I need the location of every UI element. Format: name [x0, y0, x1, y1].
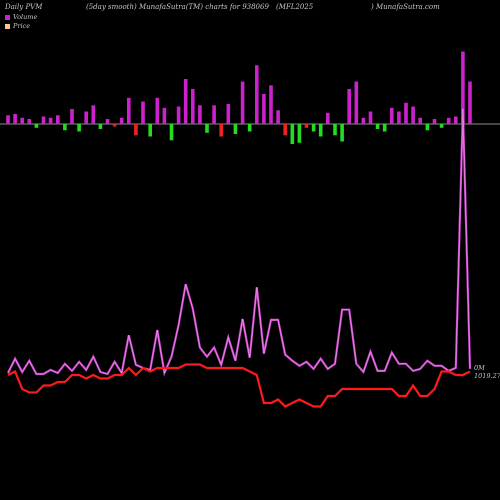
legend-volume-label: Volume: [13, 13, 38, 21]
header-symbol: (MFL2025: [276, 3, 314, 11]
volume-bar: [41, 116, 46, 124]
volume-bar: [333, 124, 337, 136]
volume-bar: [226, 104, 231, 124]
volume-bar: [255, 65, 259, 125]
volume-bar: [56, 115, 60, 125]
volume-bar: [269, 85, 273, 125]
price-swatch-icon: [5, 23, 10, 29]
volume-bar: [112, 124, 117, 127]
volume-bar: [290, 124, 295, 144]
volume-bar: [297, 124, 302, 143]
volume-bar: [77, 124, 81, 132]
volume-bar: [276, 110, 280, 125]
volume-bar: [382, 124, 387, 132]
volume-bar: [191, 89, 195, 124]
volume-bar: [283, 124, 287, 136]
volume-bar: [169, 124, 174, 141]
volume-swatch-icon: [5, 14, 10, 20]
volume-bar: [262, 94, 266, 124]
volume-bar: [48, 117, 53, 125]
header-site: ) MunafaSutra.com: [371, 3, 440, 11]
volume-bar: [411, 106, 415, 124]
volume-bar: [63, 124, 67, 131]
volume-bar: [347, 89, 351, 124]
legend-volume: Volume: [5, 13, 37, 21]
legend-price-label: Price: [13, 22, 31, 30]
volume-bar: [176, 106, 181, 124]
volume-bar: [219, 124, 223, 137]
volume-bar: [134, 124, 138, 136]
last-price-label: 1019.27: [474, 372, 500, 380]
volume-bar: [461, 51, 465, 124]
volume-bar: [418, 117, 422, 125]
volume-bar: [439, 124, 444, 128]
volume-bar: [155, 97, 160, 125]
volume-bar: [247, 124, 252, 132]
volume-bar: [212, 105, 216, 125]
header-title: Daily PVM: [5, 3, 43, 11]
volume-bar: [205, 124, 209, 133]
volume-bar: [34, 124, 39, 128]
volume-bar: [318, 124, 323, 137]
legend-price: Price: [5, 22, 30, 30]
volume-bar: [141, 101, 145, 124]
volume-bar: [361, 117, 366, 125]
volume-bar: [454, 116, 458, 124]
volume-zero-label: 0M: [474, 364, 485, 372]
header-subtitle: (5day smooth) MunafaSutra(TM) charts for…: [86, 3, 269, 11]
volume-bar: [304, 124, 309, 128]
volume-bar: [425, 124, 430, 131]
volume-bar: [6, 115, 10, 125]
volume-bar: [27, 119, 32, 124]
volume-bar: [311, 124, 316, 132]
volume-bar: [468, 81, 472, 124]
volume-bar: [98, 124, 103, 129]
volume-bar: [20, 117, 24, 125]
volume-bar: [105, 119, 110, 124]
volume-bar: [233, 124, 238, 134]
volume-bar: [127, 97, 131, 125]
volume-bar: [162, 107, 167, 125]
volume-bar: [13, 114, 17, 124]
volume-bar: [84, 111, 88, 124]
volume-bar: [119, 117, 124, 125]
volume-bar: [183, 79, 188, 124]
volume-bar: [375, 124, 380, 129]
volume-bar: [148, 124, 152, 137]
volume-bar: [70, 109, 74, 124]
volume-bar: [368, 111, 373, 124]
volume-bar: [326, 112, 330, 125]
volume-series-line-highlight: [7, 108, 471, 375]
volume-bar: [91, 105, 96, 125]
volume-bar: [432, 119, 437, 124]
volume-bars: [6, 51, 472, 144]
volume-bar: [340, 124, 344, 142]
volume-bar: [446, 117, 451, 125]
volume-bar: [404, 102, 408, 125]
price-series-line: [7, 363, 471, 408]
volume-bar: [198, 105, 202, 125]
volume-bar: [397, 111, 401, 124]
volume-bar: [390, 107, 394, 125]
volume-bar: [354, 81, 359, 124]
volume-bar: [240, 81, 245, 124]
